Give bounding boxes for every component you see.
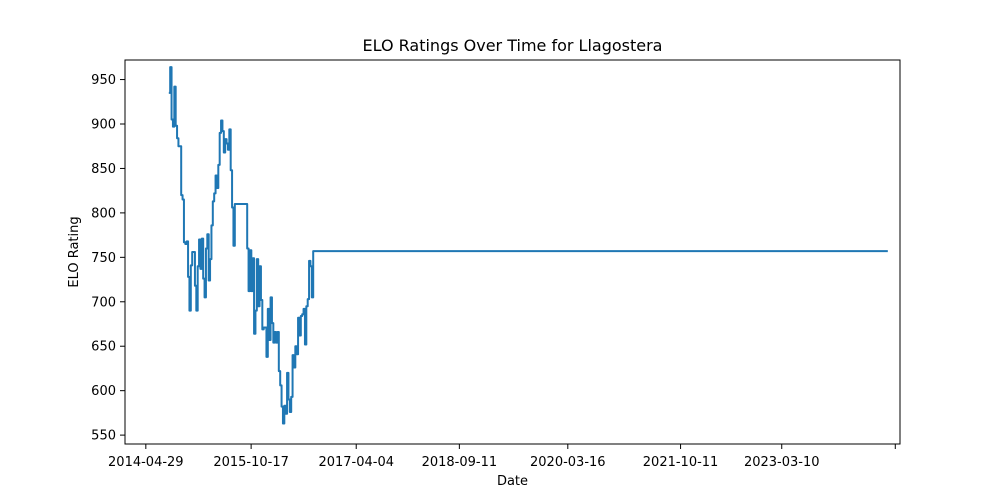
- y-tick-label: 950: [91, 73, 116, 88]
- plot-frame: [124, 59, 901, 445]
- x-tick-label: 2020-03-16: [530, 455, 606, 470]
- x-tick-label: 2015-10-17: [213, 455, 289, 470]
- y-tick-label: 650: [91, 340, 116, 355]
- x-tick-label: 2021-10-11: [643, 455, 719, 470]
- x-tick-label: 2017-04-04: [318, 455, 394, 470]
- y-tick-label: 900: [91, 118, 116, 133]
- y-tick-label: 850: [91, 162, 116, 177]
- plot-area: [168, 66, 888, 425]
- y-axis-label: ELO Rating: [67, 216, 82, 287]
- x-axis-ticks: 2014-04-29 2015-10-17 2017-04-04 2018-09-11…: [108, 444, 896, 470]
- y-axis-ticks: 550 600 650 700 750 800 850 900 950: [91, 73, 125, 444]
- x-tick-label: 2023-03-10: [744, 455, 820, 470]
- x-axis-label: Date: [497, 474, 528, 489]
- x-tick-label: 2018-09-11: [422, 455, 498, 470]
- x-tick-label: 2014-04-29: [108, 455, 184, 470]
- y-tick-label: 700: [91, 295, 116, 310]
- y-tick-label: 750: [91, 251, 116, 266]
- y-tick-label: 550: [91, 429, 116, 444]
- elo-series-line: [168, 66, 888, 425]
- chart-title: ELO Ratings Over Time for Llagostera: [363, 36, 663, 55]
- y-tick-label: 800: [91, 206, 116, 221]
- y-tick-label: 600: [91, 384, 116, 399]
